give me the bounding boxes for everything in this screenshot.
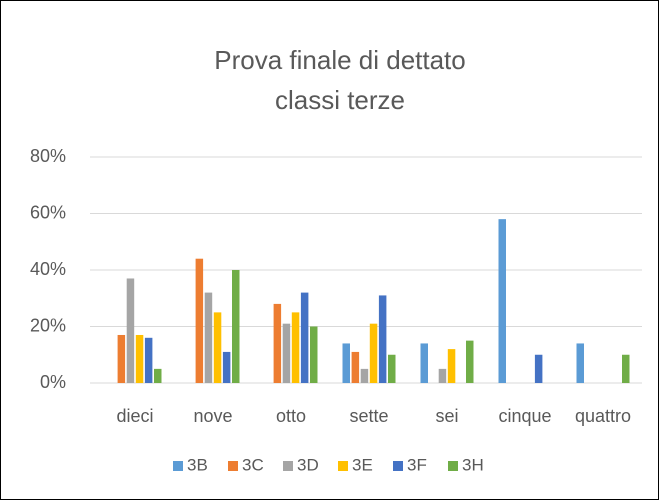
x-tick-label: otto — [276, 406, 306, 426]
legend-swatch — [173, 461, 183, 471]
x-tick-label: sette — [349, 406, 388, 426]
y-tick-label: 40% — [30, 259, 66, 279]
bar — [135, 334, 144, 383]
bar — [154, 368, 162, 383]
bar — [622, 354, 630, 383]
bar — [438, 368, 447, 383]
legend-swatch — [283, 461, 293, 471]
bar — [300, 292, 309, 383]
bar — [195, 258, 204, 383]
y-tick-label: 0% — [40, 372, 66, 392]
y-tick-label: 80% — [30, 146, 66, 166]
bar — [213, 312, 222, 383]
bar — [126, 278, 135, 383]
legend-label: 3C — [242, 455, 264, 474]
x-tick-label: sei — [435, 406, 458, 426]
bar — [498, 219, 506, 383]
bar — [420, 343, 428, 383]
bar — [282, 323, 291, 383]
bar — [310, 326, 318, 383]
x-tick-label: cinque — [498, 406, 551, 426]
x-tick-label: dieci — [116, 406, 153, 426]
legend-label: 3B — [187, 455, 208, 474]
bar — [342, 343, 350, 383]
legend-swatch — [228, 461, 238, 471]
bar — [291, 312, 300, 383]
legend-swatch — [338, 461, 348, 471]
y-tick-label: 20% — [30, 315, 66, 335]
legend-label: 3H — [462, 455, 484, 474]
legend-swatch — [448, 461, 458, 471]
bar — [117, 334, 126, 383]
x-tick-label: quattro — [575, 406, 631, 426]
bar — [204, 292, 213, 383]
bar — [447, 349, 456, 383]
legend-label: 3F — [407, 455, 427, 474]
bar — [378, 295, 387, 383]
chart-title: Prova finale di dettato — [214, 45, 466, 75]
legend-label: 3E — [352, 455, 373, 474]
bar — [222, 351, 231, 383]
bar — [232, 270, 240, 383]
bar — [534, 354, 543, 383]
legend-swatch — [393, 461, 403, 471]
legend-label: 3D — [297, 455, 319, 474]
bar — [388, 354, 396, 383]
bar — [576, 343, 584, 383]
x-tick-label: nove — [193, 406, 232, 426]
bar — [273, 303, 282, 383]
bar — [360, 368, 369, 383]
bar — [466, 340, 474, 383]
bar — [351, 351, 360, 383]
chart-title: classi terze — [275, 85, 405, 115]
bar — [369, 323, 378, 383]
y-tick-label: 60% — [30, 202, 66, 222]
bar — [144, 337, 153, 383]
